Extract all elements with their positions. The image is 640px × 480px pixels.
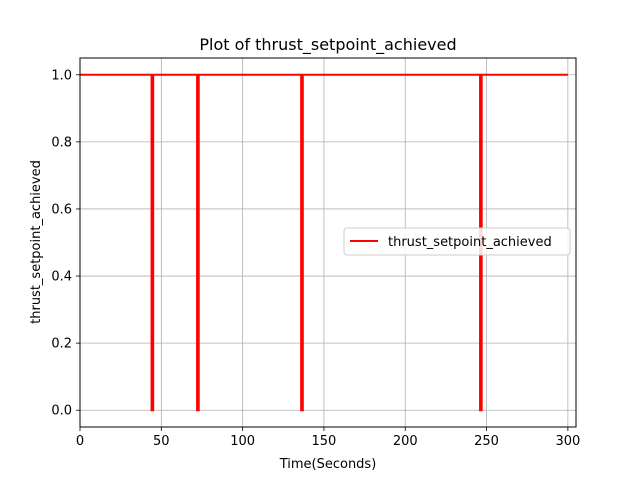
- x-tick-label: 300: [555, 434, 580, 449]
- ticks: 0 50 100 150 200 250 300 0.0 0.2 0.4 0.6 0.8 1.0: [51, 68, 580, 449]
- x-tick-label: 200: [393, 434, 418, 449]
- x-tick-label: 0: [76, 434, 84, 449]
- series-line: [80, 73, 568, 412]
- y-tick-label: 0.0: [51, 404, 72, 419]
- x-tick-label: 100: [230, 434, 255, 449]
- x-tick-label: 250: [474, 434, 499, 449]
- legend: thrust_setpoint_achieved: [343, 227, 571, 256]
- y-axis-label: thrust_setpoint_achieved: [29, 160, 44, 324]
- x-axis-label: Time(Seconds): [279, 457, 377, 472]
- chart-title: Plot of thrust_setpoint_achieved: [199, 35, 456, 55]
- y-tick-label: 0.4: [51, 270, 72, 285]
- x-tick-label: 50: [153, 434, 170, 449]
- series-layer: [80, 73, 568, 412]
- x-tick-label: 150: [312, 434, 337, 449]
- y-tick-label: 1.0: [51, 68, 72, 83]
- y-tick-label: 0.2: [51, 337, 72, 352]
- legend-entry: thrust_setpoint_achieved: [388, 235, 552, 250]
- y-tick-label: 0.8: [51, 135, 72, 150]
- legend-box: [343, 227, 571, 256]
- plot-frame: [79, 57, 577, 428]
- y-tick-label: 0.6: [51, 202, 72, 217]
